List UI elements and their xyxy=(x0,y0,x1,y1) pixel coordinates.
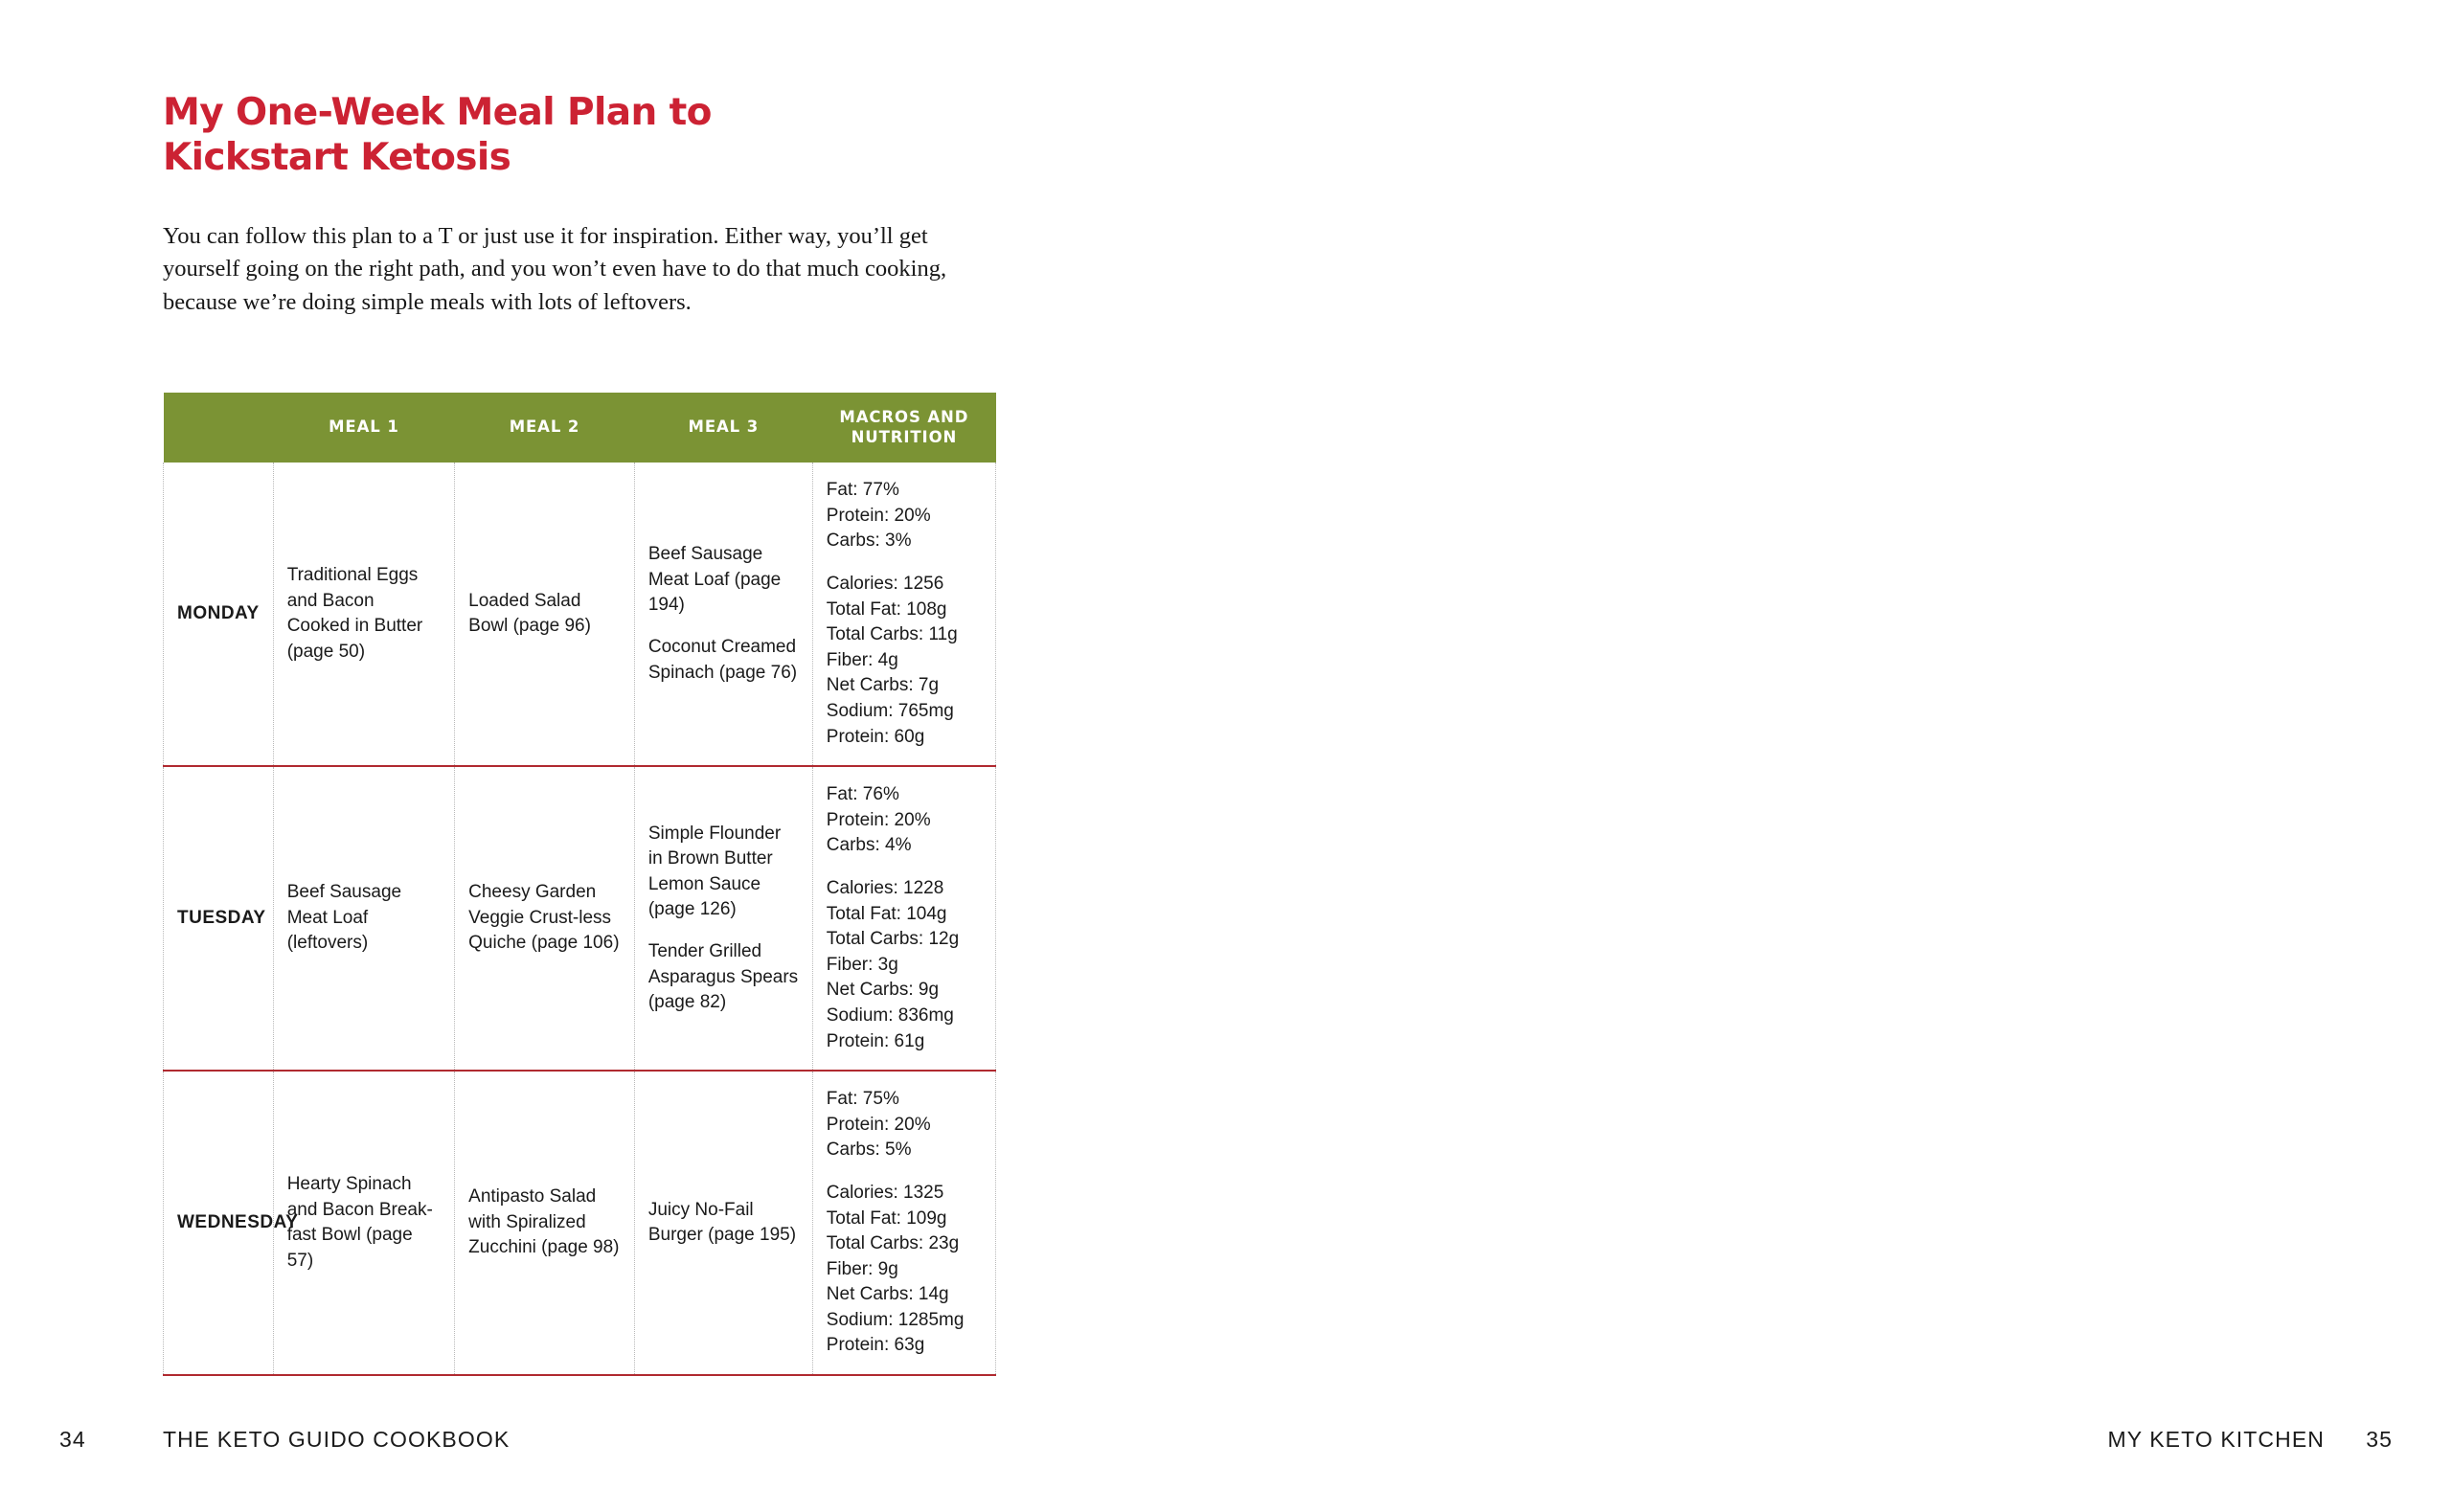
meal-item: Coconut Creamed Spinach (page 76) xyxy=(647,637,798,683)
day-label: MONDAY xyxy=(163,463,274,768)
macro-line: Total Carbs: 23g xyxy=(826,1233,960,1254)
macro-line: Carbs: 3% xyxy=(826,530,912,552)
macros-percentages: Fat: 76% Protein: 20% Carbs: 4% xyxy=(827,782,982,859)
meal-cell-2: Cheesy Garden Veggie Crust-less Quiche (… xyxy=(454,766,635,1072)
macro-line: Protein: 20% xyxy=(826,505,931,526)
macros-percentages: Fat: 77% Protein: 20% Carbs: 3% xyxy=(827,478,982,554)
macro-line: Total Carbs: 11g xyxy=(826,624,958,645)
table-body-left: MONDAY Traditional Eggs and Bacon Cooked … xyxy=(163,463,997,1377)
folio-book-title-left: THE KETO GUIDO COOKBOOK xyxy=(163,1427,511,1452)
macro-line: Sodium: 836mg xyxy=(826,1004,954,1026)
macro-line: Protein: 20% xyxy=(826,809,931,830)
meal-cell-3: Juicy No-Fail Burger (page 195) xyxy=(633,1071,813,1377)
column-header-meal-1: MEAL 1 xyxy=(273,393,455,463)
meal-cell-3: Beef Sausage Meat Loaf (page 194) Coconut… xyxy=(633,463,813,768)
column-header-day xyxy=(163,393,274,463)
macro-line: Fiber: 4g xyxy=(826,649,898,670)
macro-line: Sodium: 1285mg xyxy=(826,1309,965,1330)
meal-item: Hearty Spinach and Bacon Break-fast Bowl… xyxy=(286,1173,433,1271)
meal-item: Simple Flounder in Brown Butter Lemon Sa… xyxy=(647,823,782,920)
page-left: My One-Week Meal Plan to Kickstart Ketos… xyxy=(59,91,997,1452)
column-header-macros: MACROS AND NUTRITION xyxy=(812,393,996,463)
meal-item: Cheesy Garden Veggie Crust-less Quiche (… xyxy=(468,882,620,954)
meal-item: Beef Sausage Meat Loaf (page 194) xyxy=(647,544,782,616)
meal-cell-2: Antipasto Salad with Spiralized Zucchini… xyxy=(454,1071,635,1377)
macro-line: Total Fat: 104g xyxy=(826,903,947,924)
macros-percentages: Fat: 75% Protein: 20% Carbs: 5% xyxy=(827,1087,982,1163)
meal-cell-1: Traditional Eggs and Bacon Cooked in But… xyxy=(272,463,455,768)
page-title: My One-Week Meal Plan to Kickstart Ketos… xyxy=(163,91,776,181)
macro-line: Net Carbs: 9g xyxy=(826,980,940,1001)
macros-cell: Fat: 75% Protein: 20% Carbs: 5% Calories: 1… xyxy=(811,1071,997,1377)
table-header-left: MEAL 1 MEAL 2 MEAL 3 MACROS AND NUTRITIO… xyxy=(163,393,996,463)
meal-item: Traditional Eggs and Bacon Cooked in But… xyxy=(286,565,423,662)
column-header-meal-2: MEAL 2 xyxy=(454,393,635,463)
macro-line: Calories: 1325 xyxy=(826,1182,944,1203)
macro-line: Carbs: 5% xyxy=(826,1140,912,1161)
table-row: WEDNESDAY Hearty Spinach and Bacon Break-… xyxy=(163,1071,997,1377)
macro-line: Fat: 75% xyxy=(826,1089,899,1110)
intro-paragraph: You can follow this plan to a T or just … xyxy=(163,222,947,316)
meal-cell-3: Simple Flounder in Brown Butter Lemon Sa… xyxy=(633,766,813,1072)
folio-page-number-right: 35 xyxy=(2366,1427,2393,1452)
macro-line: Protein: 63g xyxy=(826,1335,925,1356)
column-header-meal-3: MEAL 3 xyxy=(634,393,813,463)
macro-line: Sodium: 765mg xyxy=(826,701,954,721)
macros-details: Calories: 1256 Total Fat: 108g Total Carbs… xyxy=(827,572,982,750)
macro-line: Net Carbs: 14g xyxy=(826,1284,949,1305)
meal-item: Antipasto Salad with Spiralized Zucchini… xyxy=(468,1186,620,1258)
meal-cell-1: Hearty Spinach and Bacon Break-fast Bowl… xyxy=(272,1071,455,1377)
macro-line: Carbs: 4% xyxy=(826,835,912,856)
meal-item: Beef Sausage Meat Loaf (leftovers) xyxy=(286,882,402,954)
table-row: MONDAY Traditional Eggs and Bacon Cooked … xyxy=(163,463,997,768)
macro-line: Fat: 77% xyxy=(826,480,899,501)
macro-line: Calories: 1228 xyxy=(826,877,944,898)
macros-cell: Fat: 77% Protein: 20% Carbs: 3% Calories: 1… xyxy=(811,463,997,768)
macros-details: Calories: 1228 Total Fat: 104g Total Carbs… xyxy=(827,876,982,1054)
folio-book-title-right: MY KETO KITCHEN xyxy=(2107,1427,2325,1452)
day-label: TUESDAY xyxy=(163,766,274,1072)
table-row: TUESDAY Beef Sausage Meat Loaf (leftovers… xyxy=(163,766,997,1072)
macros-cell: Fat: 76% Protein: 20% Carbs: 4% Calories: 1… xyxy=(811,766,997,1072)
meal-cell-2: Loaded Salad Bowl (page 96) xyxy=(454,463,635,768)
macro-line: Total Carbs: 12g xyxy=(826,929,960,950)
meal-item: Tender Grilled Asparagus Spears (page 82… xyxy=(647,940,799,1013)
macro-line: Net Carbs: 7g xyxy=(826,675,940,696)
meal-plan-table-left: MEAL 1 MEAL 2 MEAL 3 MACROS AND NUTRITIO… xyxy=(163,393,997,1377)
page-title-line-2: Kickstart Ketosis xyxy=(163,135,511,179)
page-right: MEAL 1 MEAL 2 MEAL 3 MACROS AND NUTRITIO… xyxy=(1226,0,2452,1512)
macros-details: Calories: 1325 Total Fat: 109g Total Carbs… xyxy=(827,1181,982,1359)
macro-line: Fat: 76% xyxy=(826,784,899,805)
macro-line: Protein: 20% xyxy=(826,1114,931,1135)
folio-page-number-left: 34 xyxy=(59,1427,86,1452)
macro-line: Protein: 60g xyxy=(826,726,925,747)
macro-line: Total Fat: 109g xyxy=(826,1207,947,1229)
page-title-line-1: My One-Week Meal Plan to xyxy=(163,91,712,134)
macro-line: Fiber: 9g xyxy=(826,1258,898,1279)
macro-line: Calories: 1256 xyxy=(826,574,944,595)
day-label: WEDNESDAY xyxy=(163,1071,298,1377)
macro-line: Fiber: 3g xyxy=(826,954,898,975)
table-header-row: MEAL 1 MEAL 2 MEAL 3 MACROS AND NUTRITIO… xyxy=(163,393,996,463)
meal-item: Loaded Salad Bowl (page 96) xyxy=(468,590,591,637)
meal-cell-1: Beef Sausage Meat Loaf (leftovers) xyxy=(272,766,455,1072)
meal-item: Juicy No-Fail Burger (page 195) xyxy=(647,1199,797,1246)
macro-line: Total Fat: 108g xyxy=(826,598,947,620)
macro-line: Protein: 61g xyxy=(826,1030,925,1051)
